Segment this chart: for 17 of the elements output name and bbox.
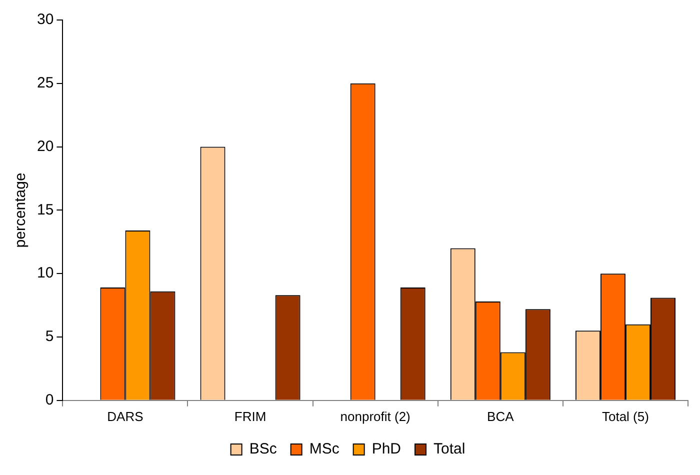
y-tick-label: 25: [36, 74, 54, 92]
x-tick-label: DARS: [107, 408, 144, 424]
y-tick-label: 10: [36, 264, 54, 282]
legend-label: MSc: [309, 440, 340, 458]
legend-label: BSc: [249, 440, 278, 458]
x-tick-label: Total (5): [602, 408, 649, 424]
x-tick-label: nonprofit (2): [340, 408, 410, 424]
y-axis-title: percentage: [12, 172, 30, 248]
y-tick-label: 20: [36, 138, 54, 155]
y-tick-label: 5: [45, 328, 54, 346]
x-tick-label: BCA: [487, 408, 514, 424]
legend-label: PhD: [372, 440, 402, 458]
legend-label: Total: [434, 440, 466, 458]
y-tick-label: 30: [36, 11, 54, 28]
y-tick-label: 0: [45, 392, 54, 409]
x-tick-label: FRIM: [234, 408, 266, 424]
y-tick-label: 15: [36, 201, 54, 218]
